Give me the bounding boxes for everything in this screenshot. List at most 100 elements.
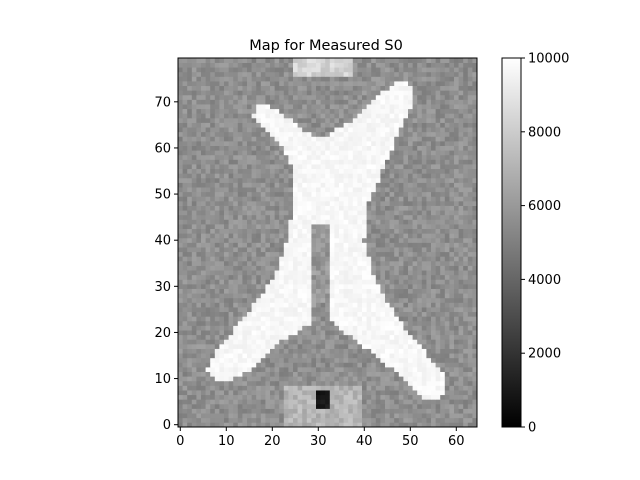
heatmap-cell: [417, 233, 423, 239]
heatmap-cell: [270, 247, 275, 253]
heatmap-cell: [343, 71, 349, 77]
heatmap-cell: [320, 343, 326, 349]
heatmap-cell: [389, 357, 395, 363]
heatmap-cell: [270, 90, 275, 96]
heatmap-cell: [201, 348, 206, 354]
heatmap-cell: [403, 242, 409, 248]
heatmap-cell: [421, 205, 427, 211]
heatmap-cell: [431, 343, 436, 349]
heatmap-cell: [325, 274, 331, 280]
heatmap-cell: [408, 357, 413, 363]
heatmap-cell: [435, 228, 441, 234]
heatmap-cell: [228, 260, 234, 266]
heatmap-cell: [467, 164, 473, 170]
heatmap-cell: [334, 196, 340, 202]
heatmap-cell: [279, 417, 285, 423]
heatmap-cell: [293, 330, 298, 336]
heatmap-cell: [403, 265, 409, 271]
heatmap-cell: [237, 265, 243, 271]
heatmap-cell: [375, 233, 381, 239]
heatmap-cell: [371, 136, 377, 142]
heatmap-cell: [279, 380, 285, 386]
heatmap-cell: [449, 117, 455, 123]
heatmap-cell: [371, 413, 377, 419]
heatmap-cell: [426, 274, 432, 280]
heatmap-cell: [375, 214, 381, 220]
heatmap-cell: [431, 122, 436, 128]
heatmap-cell: [394, 228, 400, 234]
heatmap-cell: [371, 210, 377, 216]
heatmap-cell: [219, 274, 225, 280]
heatmap-cell: [316, 302, 321, 308]
heatmap-cell: [219, 187, 225, 193]
heatmap-cell: [440, 85, 446, 91]
heatmap-cell: [251, 311, 257, 317]
heatmap-cell: [329, 191, 335, 197]
heatmap-cell: [297, 150, 303, 156]
heatmap-cell: [426, 71, 432, 77]
heatmap-cell: [467, 265, 473, 271]
heatmap-cell: [251, 288, 257, 294]
heatmap-cell: [311, 307, 317, 313]
heatmap-cell: [339, 288, 344, 294]
heatmap-cell: [389, 187, 395, 193]
heatmap-cell: [339, 71, 344, 77]
heatmap-cell: [449, 357, 455, 363]
heatmap-cell: [334, 376, 340, 382]
heatmap-cell: [219, 81, 225, 87]
heatmap-cell: [191, 339, 197, 345]
heatmap-cell: [329, 265, 335, 271]
heatmap-cell: [412, 247, 418, 253]
heatmap-cell: [297, 284, 303, 289]
heatmap-cell: [306, 219, 312, 225]
heatmap-cell: [458, 219, 464, 225]
heatmap-cell: [256, 403, 262, 409]
heatmap-cell: [431, 81, 436, 87]
heatmap-cell: [274, 251, 280, 257]
heatmap-cell: [421, 127, 427, 133]
heatmap-cell: [398, 274, 404, 280]
heatmap-cell: [334, 348, 340, 354]
heatmap-cell: [182, 357, 188, 363]
heatmap-cell: [196, 196, 202, 202]
heatmap-cell: [334, 311, 340, 317]
heatmap-cell: [380, 196, 386, 202]
heatmap-cell: [325, 279, 331, 285]
heatmap-cell: [251, 376, 257, 382]
heatmap-cell: [260, 187, 266, 193]
heatmap-cell: [297, 81, 303, 87]
heatmap-cell: [270, 85, 275, 91]
heatmap-cell: [320, 233, 326, 239]
heatmap-cell: [302, 224, 308, 230]
heatmap-cell: [191, 302, 197, 308]
heatmap-cell: [444, 247, 450, 253]
heatmap-cell: [431, 233, 436, 239]
heatmap-cell: [408, 362, 413, 368]
heatmap-cell: [398, 403, 404, 409]
heatmap-cell: [362, 325, 367, 331]
heatmap-cell: [458, 94, 464, 100]
heatmap-cell: [362, 408, 367, 414]
heatmap-cell: [463, 76, 469, 82]
heatmap-cell: [348, 247, 354, 253]
heatmap-cell: [178, 200, 183, 206]
heatmap-cell: [463, 136, 469, 142]
heatmap-cell: [421, 339, 427, 345]
heatmap-cell: [306, 233, 312, 239]
heatmap-cell: [187, 108, 193, 114]
heatmap-cell: [325, 380, 331, 386]
heatmap-cell: [366, 168, 372, 174]
heatmap-cell: [380, 288, 386, 294]
heatmap-cell: [260, 348, 266, 354]
heatmap-cell: [306, 260, 312, 266]
heatmap-cell: [306, 237, 312, 243]
heatmap-cell: [320, 196, 326, 202]
heatmap-cell: [421, 191, 427, 197]
heatmap-cell: [270, 270, 275, 276]
heatmap-cell: [201, 90, 206, 96]
heatmap-cell: [366, 237, 372, 243]
heatmap-cell: [311, 117, 317, 123]
heatmap-cell: [458, 205, 464, 211]
heatmap-cell: [398, 265, 404, 271]
heatmap-cell: [316, 399, 321, 405]
